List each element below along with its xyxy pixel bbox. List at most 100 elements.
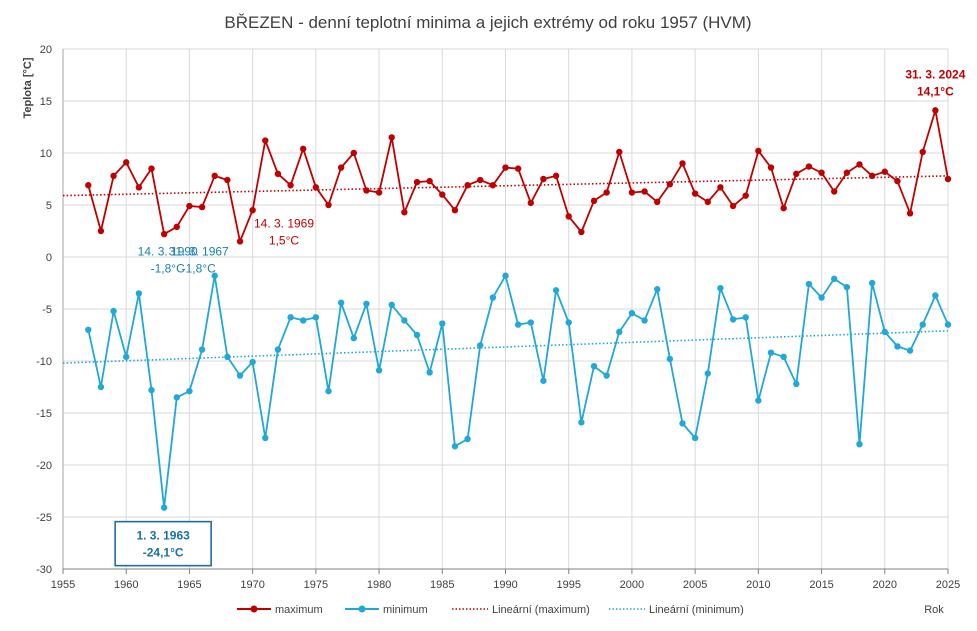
data-point-minimum: [300, 317, 307, 324]
data-point-minimum: [818, 294, 825, 301]
data-point-minimum: [350, 334, 357, 342]
data-point-maximum: [540, 175, 547, 183]
data-point-maximum: [198, 203, 206, 211]
data-point-maximum: [742, 192, 749, 199]
data-point-minimum: [856, 441, 863, 448]
legend-label-minimum: minimum: [383, 604, 428, 616]
data-point-maximum: [401, 209, 408, 216]
data-point-maximum: [110, 172, 117, 180]
data-point-minimum: [224, 353, 231, 361]
data-point-maximum: [780, 204, 787, 212]
data-point-minimum: [932, 292, 939, 299]
data-point-minimum: [514, 321, 522, 328]
data-point-maximum: [565, 213, 572, 220]
y-tick-label: -5: [42, 304, 52, 316]
data-point-maximum: [186, 202, 193, 210]
annotation-value: -24,1°C: [143, 546, 184, 560]
data-point-maximum: [793, 170, 800, 177]
data-point-maximum: [224, 176, 231, 184]
data-point-minimum: [527, 319, 534, 326]
data-point-maximum: [616, 148, 623, 156]
x-tick-label: 1990: [493, 579, 517, 591]
data-point-maximum: [856, 161, 863, 168]
legend-item-trend-minimum[interactable]: Lineární (minimum): [609, 604, 744, 616]
data-point-maximum: [755, 147, 762, 155]
data-point-minimum: [944, 321, 952, 328]
legend-label-maximum: maximum: [275, 604, 323, 616]
legend-item-minimum[interactable]: minimum: [345, 604, 428, 616]
data-point-maximum: [691, 190, 699, 197]
data-point-maximum: [123, 159, 130, 166]
data-point-maximum: [818, 169, 825, 176]
trendline-maximum: [62, 175, 949, 197]
data-point-minimum: [464, 435, 471, 443]
data-point-minimum: [451, 443, 459, 450]
data-point-maximum: [439, 191, 446, 198]
data-point-minimum: [919, 321, 926, 328]
x-tick-label: 1995: [556, 579, 580, 591]
y-tick-label: 15: [40, 96, 52, 108]
data-point-maximum: [502, 164, 509, 171]
y-tick-label: 5: [46, 200, 52, 212]
data-point-minimum: [363, 300, 370, 307]
data-point-maximum: [337, 164, 345, 171]
data-point-minimum: [477, 342, 484, 349]
data-point-maximum: [717, 184, 724, 191]
data-point-maximum: [97, 227, 105, 235]
data-point-maximum: [325, 201, 332, 209]
annotation-value: 1,5°C: [269, 233, 299, 247]
data-point-minimum: [704, 370, 711, 377]
y-tick-label: 20: [40, 44, 52, 56]
data-point-minimum: [767, 349, 775, 356]
y-tick-label: -20: [36, 460, 52, 472]
y-axis-label: Teplota [°C]: [22, 57, 34, 118]
data-point-maximum: [363, 187, 370, 194]
data-point-minimum: [502, 272, 509, 279]
data-point-maximum: [919, 148, 926, 156]
annotation-date: 31. 3. 2024: [905, 67, 965, 81]
data-point-maximum: [881, 168, 888, 175]
data-point-minimum: [565, 319, 572, 326]
data-point-minimum: [173, 394, 180, 401]
data-point-maximum: [906, 210, 914, 217]
x-tick-label: 2020: [873, 579, 897, 591]
data-point-minimum: [110, 307, 117, 315]
data-point-minimum: [906, 347, 914, 354]
data-point-minimum: [388, 301, 395, 309]
data-point-maximum: [578, 228, 585, 236]
data-point-maximum: [894, 177, 901, 185]
data-point-minimum: [729, 316, 737, 323]
data-point-minimum: [717, 285, 724, 292]
legend-item-trend-maximum[interactable]: Lineární (maximum): [452, 604, 590, 616]
data-point-minimum: [831, 275, 838, 283]
annotation-value: -1,8°C: [151, 262, 185, 276]
data-point-minimum: [666, 355, 674, 363]
data-point-minimum: [628, 309, 636, 317]
data-point-minimum: [616, 328, 623, 336]
data-point-maximum: [831, 188, 838, 195]
data-point-maximum: [287, 182, 294, 189]
annotation-box: [114, 520, 212, 567]
data-point-maximum: [805, 163, 813, 170]
chart-title: BŘEZEN - denní teplotní minima a jejich …: [224, 13, 751, 32]
data-point-minimum: [249, 358, 256, 366]
legend-item-maximum[interactable]: maximum: [237, 604, 323, 616]
data-point-maximum: [944, 175, 952, 183]
data-point-maximum: [843, 169, 851, 176]
data-point-minimum: [312, 314, 320, 321]
data-point-maximum: [249, 207, 256, 214]
data-point-minimum: [211, 272, 218, 279]
data-point-minimum: [552, 287, 560, 294]
legend: maximum minimum Lineární (maximum) Lineá…: [237, 604, 744, 616]
data-point-minimum: [85, 326, 92, 333]
legend-label-trend-maximum: Lineární (maximum): [492, 604, 590, 616]
data-point-minimum: [236, 372, 244, 379]
x-tick-label: 1955: [51, 579, 75, 591]
data-point-maximum: [603, 189, 610, 196]
axes: -30 -25 -20 -15 -10 -5 0 5 10 15 20 1955 1960 1965 197…: [36, 44, 960, 591]
data-point-maximum: [590, 197, 598, 205]
data-point-minimum: [590, 363, 598, 370]
x-tick-label: 2015: [809, 579, 833, 591]
data-point-minimum: [540, 377, 547, 384]
